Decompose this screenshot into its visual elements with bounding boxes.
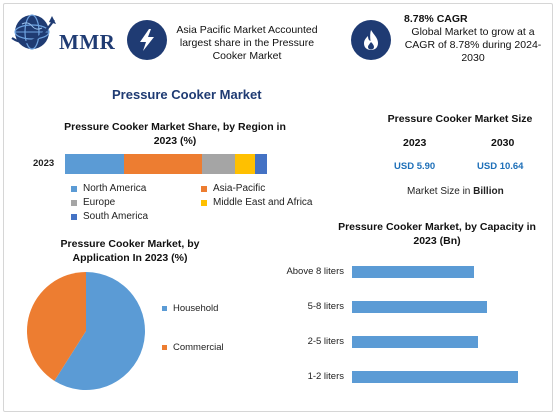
header-asia-pacific-note: Asia Pacific Market Accounted largest sh… (172, 24, 322, 63)
region-chart-title: Pressure Cooker Market Share, by Region … (40, 120, 310, 148)
note-prefix: Market Size in (407, 186, 474, 197)
pie-legend-household: Household (162, 303, 218, 314)
legend-label: Middle East and Africa (213, 197, 313, 208)
capacity-chart-title: Pressure Cooker Market, by Capacity in 2… (326, 220, 548, 248)
legend-label: South America (83, 211, 149, 222)
cagr-headline: 8.78% CAGR (404, 13, 468, 25)
legend-label: Europe (83, 197, 116, 208)
title-line: 2023 (%) (153, 135, 197, 147)
legend-swatch (201, 199, 207, 206)
title-line: Pressure Cooker Market Share, by Region … (64, 121, 286, 133)
size-year-2023: 2023 (403, 137, 427, 149)
region-stacked-bar (65, 154, 267, 174)
title-line: Pressure Cooker Market, by Capacity in (338, 221, 536, 233)
legend-south-america: South America (71, 211, 148, 222)
legend-swatch (162, 345, 167, 350)
region-segment-asia-pacific (123, 154, 203, 174)
capacity-bar (352, 266, 475, 278)
region-year-label: 2023 (33, 158, 55, 169)
application-chart-title: Pressure Cooker Market, by Application I… (30, 237, 230, 265)
header-line: largest share in the Pressure (179, 37, 315, 49)
header-line: CAGR of 8.78% during 2024- (404, 39, 542, 51)
size-value-2030: USD 10.64 (477, 161, 524, 172)
capacity-bar (352, 371, 518, 383)
header-line: Asia Pacific Market Accounted (176, 24, 318, 36)
capacity-category-label: 1-2 liters (307, 371, 344, 382)
capacity-bar-chart: Above 8 liters 5-8 liters 2-5 liters 1-2 li… (254, 258, 544, 398)
note-unit: Billion (473, 186, 504, 197)
capacity-category-label: Above 8 liters (286, 266, 344, 277)
size-year-2030: 2030 (491, 137, 515, 149)
legend-swatch (71, 185, 77, 192)
capacity-bar (352, 301, 488, 313)
capacity-bar (352, 336, 478, 348)
pie-legend-commercial: Commercial (162, 342, 224, 353)
lightning-bolt-icon (127, 20, 167, 60)
header-line: 2030 (461, 52, 485, 64)
application-pie-chart (27, 272, 146, 390)
legend-swatch (162, 306, 167, 311)
market-size-note: Market Size in Billion (407, 186, 504, 197)
header-line: Cooker Market (212, 50, 282, 62)
header-line: Global Market to grow at a (411, 26, 535, 38)
globe-logo-icon (11, 14, 56, 50)
legend-swatch (71, 199, 77, 206)
flame-icon (351, 20, 391, 60)
legend-label: Commercial (173, 342, 224, 353)
region-segment-north-america (65, 154, 124, 174)
legend-middle-east-africa: Middle East and Africa (201, 197, 313, 208)
capacity-category-label: 2-5 liters (307, 336, 344, 347)
brand-logo-text: MMR (59, 30, 116, 54)
legend-swatch (71, 213, 77, 220)
legend-europe: Europe (71, 197, 115, 208)
pie-slice-commercial (27, 272, 86, 381)
legend-label: North America (83, 183, 147, 194)
title-line: Pressure Cooker Market, by (60, 238, 200, 250)
region-segment-south-america (254, 154, 267, 174)
legend-swatch (201, 185, 207, 192)
region-segment-europe (202, 154, 235, 174)
main-title: Pressure Cooker Market (112, 87, 262, 102)
infographic-frame (3, 3, 553, 412)
legend-label: Asia-Pacific (213, 183, 266, 194)
region-segment-middle-east-and-africa (234, 154, 255, 174)
market-size-title: Pressure Cooker Market Size (387, 113, 533, 125)
pie-slice-household (54, 272, 146, 390)
legend-label: Household (173, 303, 219, 314)
legend-asia-pacific: Asia-Pacific (201, 183, 265, 194)
size-value-2023: USD 5.90 (394, 161, 436, 172)
legend-north-america: North America (71, 183, 146, 194)
title-line: 2023 (Bn) (413, 235, 461, 247)
capacity-category-label: 5-8 liters (307, 301, 344, 312)
header-cagr-note: 8.78% CAGR Global Market to grow at a CA… (398, 13, 548, 65)
title-line: Application In 2023 (%) (72, 252, 188, 264)
